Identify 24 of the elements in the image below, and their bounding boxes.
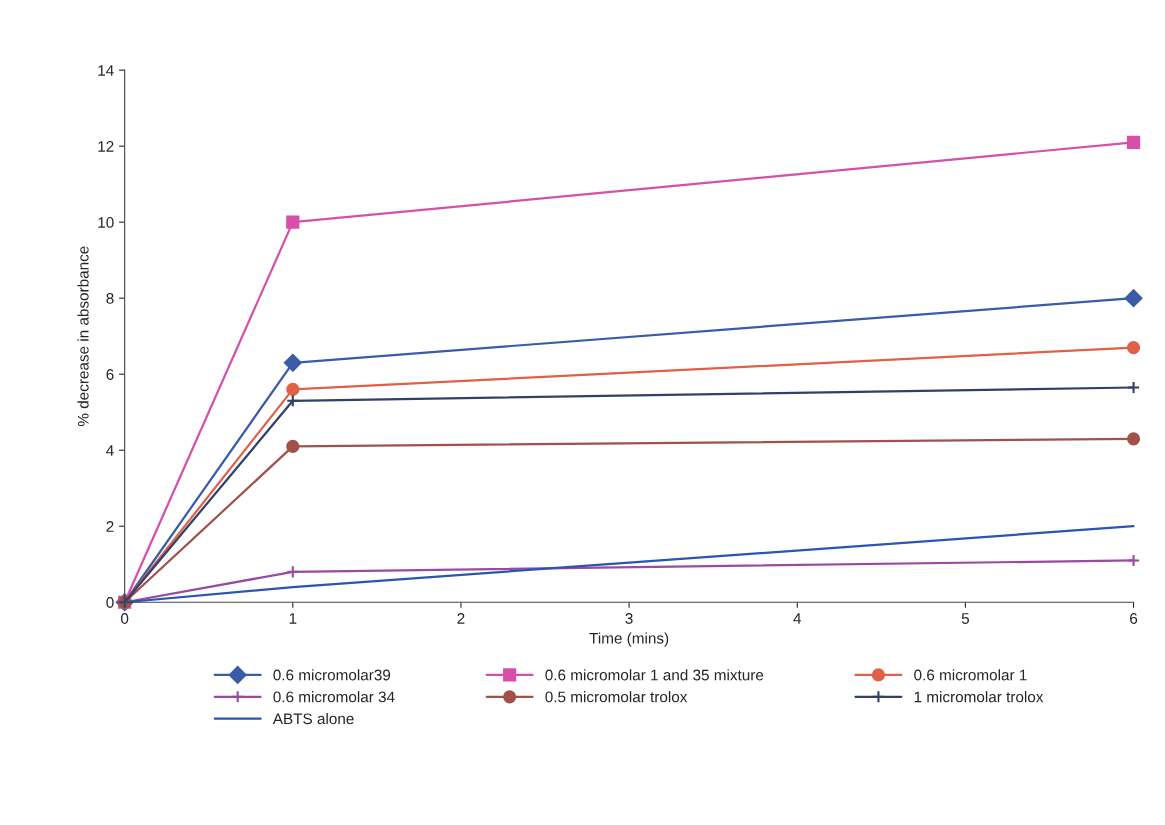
y-tick-label: 14 xyxy=(98,65,114,76)
x-tick-label: 6 xyxy=(1130,613,1138,624)
legend-label: 0.6 micromolar39 xyxy=(273,669,391,681)
x-tick-label: 1 xyxy=(289,613,297,624)
legend-label: 1 micromolar trolox xyxy=(914,691,1044,703)
x-axis-title: Time (mins) xyxy=(589,632,669,647)
y-tick-label: 8 xyxy=(106,293,114,304)
y-tick-label: 0 xyxy=(106,597,114,608)
y-tick-label: 12 xyxy=(98,141,114,152)
x-tick-label: 3 xyxy=(625,613,633,624)
y-tick-label: 2 xyxy=(106,521,114,532)
legend-label: 0.6 micromolar 1 xyxy=(914,669,1027,681)
y-tick-label: 10 xyxy=(98,217,114,228)
x-tick-label: 2 xyxy=(457,613,465,624)
legend-label: 0.6 micromolar 34 xyxy=(273,691,395,703)
legend-label: ABTS alone xyxy=(272,712,354,725)
y-tick-label: 6 xyxy=(106,369,114,380)
y-axis-title: % decrease in absorbance xyxy=(77,246,89,427)
legend-label: 0.6 micromolar 1 and 35 mixture xyxy=(545,669,764,681)
legend-label: 0.5 micromolar trolox xyxy=(545,691,688,703)
x-tick-label: 4 xyxy=(793,613,802,624)
x-tick-label: 0 xyxy=(121,613,129,624)
y-tick-label: 4 xyxy=(106,445,114,456)
x-tick-label: 5 xyxy=(961,613,969,624)
